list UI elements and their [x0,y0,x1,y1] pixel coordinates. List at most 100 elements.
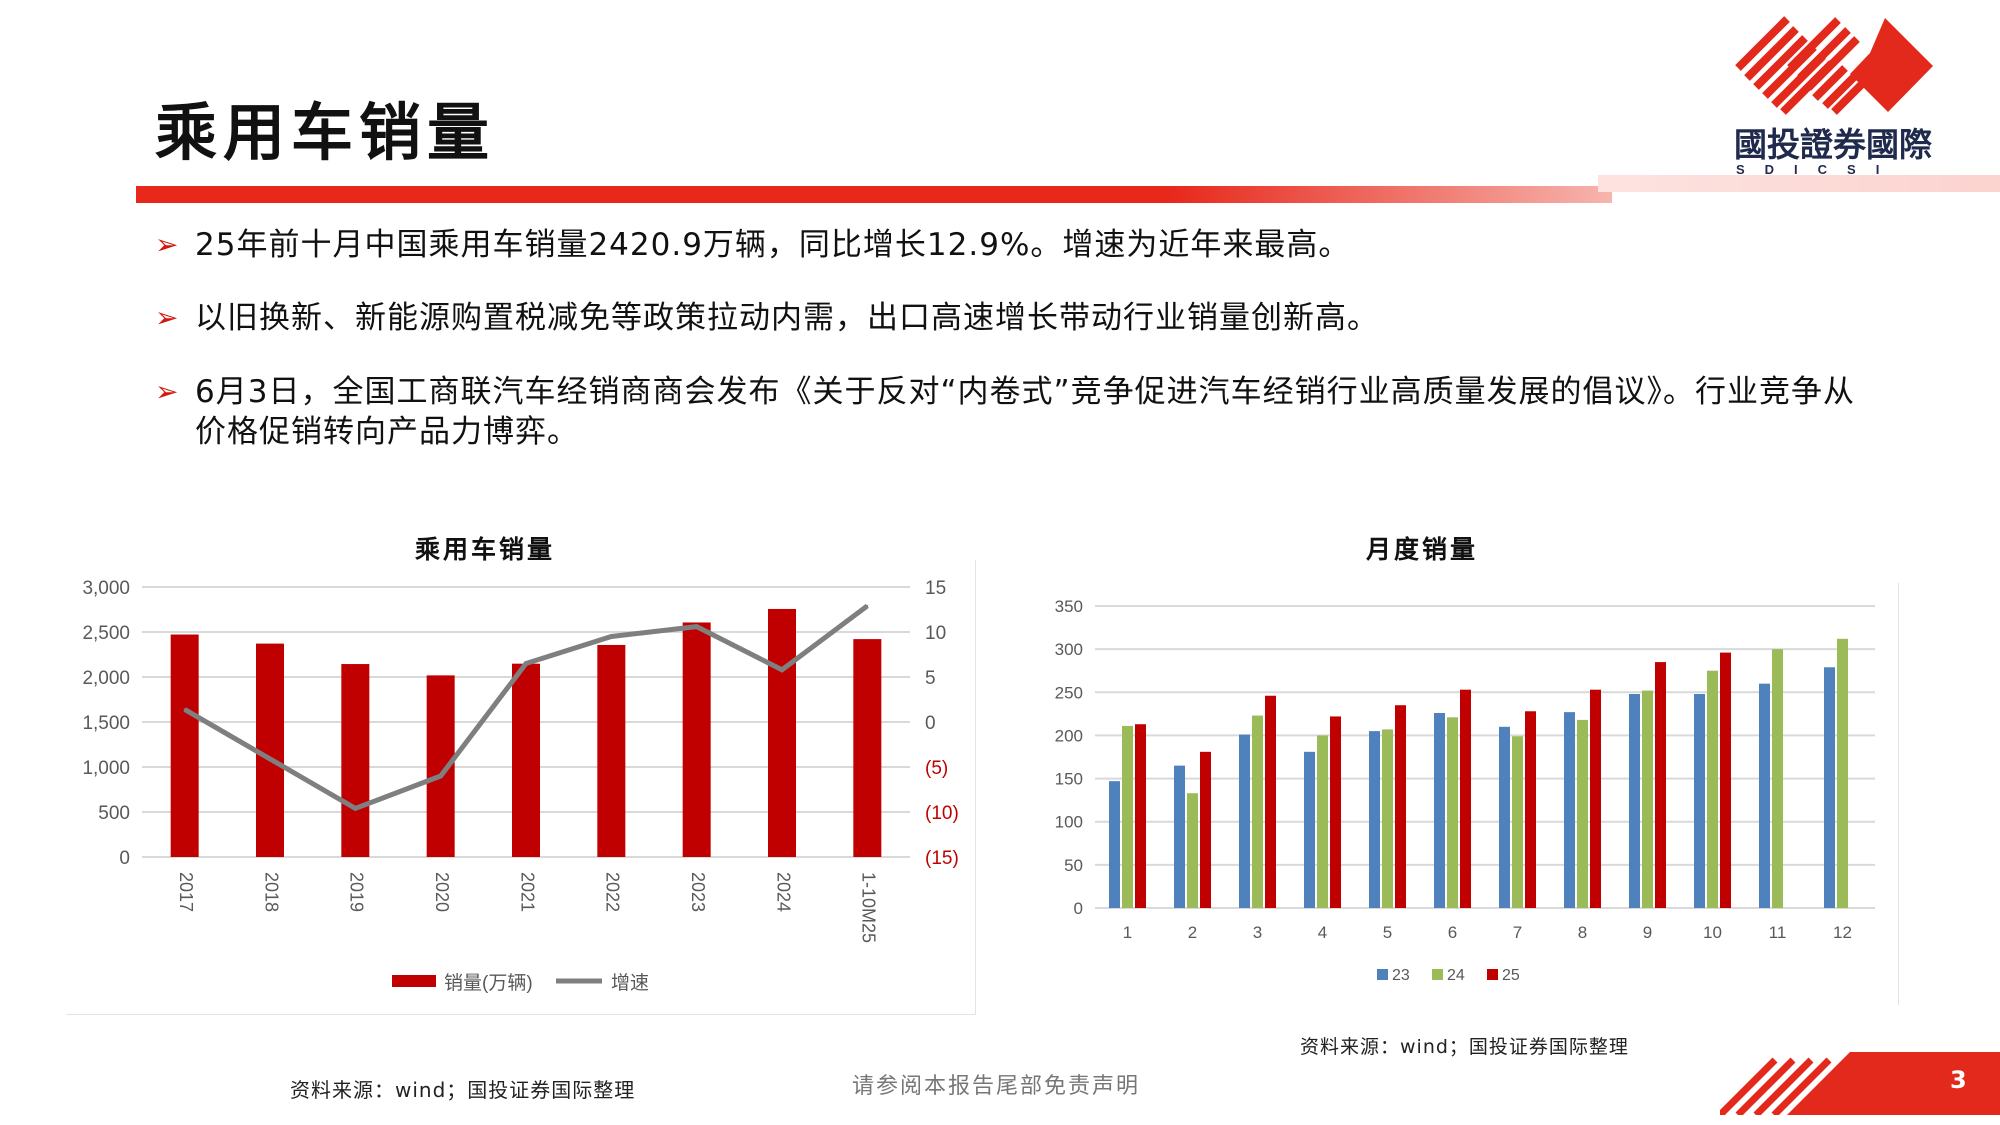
x-tick-label: 3 [1253,923,1262,942]
point-growth [610,635,613,638]
disclaimer: 请参阅本报告尾部免责声明 [852,1074,1141,1099]
bar-sales [597,644,626,857]
bar-24 [1577,719,1588,908]
bar-25 [1720,652,1731,908]
x-tick-label: 2 [1188,923,1197,942]
bar-23 [1304,751,1315,908]
bar-25 [1525,711,1536,908]
x-tick-label: 2017 [176,872,196,912]
bar-24 [1382,729,1393,908]
bar-25 [1590,689,1601,908]
y-tick-label: 150 [1055,770,1083,789]
y-tick-label: 200 [1055,726,1083,745]
x-tick-label: 1 [1123,923,1132,942]
x-tick-label: 8 [1578,923,1587,942]
arrow-right-icon: ➢ [155,375,179,408]
y-tick-label: 100 [1055,813,1083,832]
y-tick-label: 1,500 [82,713,130,734]
bullet-2: ➢ 以旧换新、新能源购置税减免等政策拉动内需，出口高速增长带动行业销量创新高。 [155,300,1379,336]
x-tick-label: 6 [1448,923,1457,942]
bar-24 [1122,725,1133,908]
y-tick-label: 300 [1055,640,1083,659]
page-number: 3 [1950,1066,1967,1094]
y-tick-label: 1,000 [82,758,130,779]
bar-23 [1694,694,1705,908]
arrow-right-icon: ➢ [155,228,179,261]
x-tick-label: 2023 [688,872,708,912]
bar-23 [1174,765,1185,908]
legend-label-23: 23 [1392,967,1410,984]
point-growth [695,625,698,628]
point-growth [439,775,442,777]
y2-tick-label: 10 [925,623,946,644]
y-tick-label: 350 [1055,597,1083,616]
y2-tick-label: 5 [925,668,936,689]
y-tick-label: 0 [119,848,130,869]
bar-24 [1317,735,1328,908]
bar-23 [1239,734,1250,908]
x-tick-label: 2018 [261,872,281,912]
footer-accent [1717,1052,2000,1118]
source-right: 资料来源：wind；国投证券国际整理 [1300,1036,1629,1058]
y-tick-label: 3,000 [82,578,130,599]
bar-sales [170,634,199,857]
bar-23 [1499,726,1510,908]
legend-swatch-sales [392,975,436,987]
bar-25 [1395,705,1406,908]
chart-title-annual: 乘用车销量 [414,535,556,564]
bar-23 [1759,683,1770,908]
arrow-right-icon: ➢ [155,301,179,334]
point-growth [866,604,869,607]
legend-label-growth: 增速 [611,972,649,994]
y2-tick-label: (5) [925,758,948,779]
y-tick-label: 500 [98,803,130,824]
point-growth [781,668,783,671]
y2-tick-label: 15 [925,578,946,599]
legend-swatch-25 [1487,969,1498,980]
page-title: 乘用车销量 [155,96,496,169]
bar-24 [1837,638,1848,908]
bar-sales [682,622,711,857]
point-growth [183,708,186,711]
bullet-3: ➢ 6月3日，全国工商联汽车经销商商会发布《关于反对“内卷式”竞争促进汽车经销行业… [155,374,1856,450]
x-tick-label: 12 [1833,923,1852,942]
bar-23 [1369,731,1380,908]
bullet-1: ➢ 25年前十月中国乘用车销量2420.9万辆，同比增长12.9%。增速为近年来最… [155,227,1351,263]
y-tick-label: 2,500 [82,623,130,644]
x-tick-label: 2020 [432,872,452,912]
legend-label-24: 24 [1447,967,1465,984]
y-tick-label: 2,000 [82,668,130,689]
bar-24 [1642,690,1653,908]
bar-25 [1135,724,1146,908]
logo-text: 國投證券國際 [1734,125,1932,164]
bar-23 [1434,712,1445,908]
bar-sales [256,643,284,857]
sales-chart-panel [66,560,976,1015]
y2-tick-label: 0 [925,713,936,734]
bar-25 [1265,695,1276,908]
legend-label-25: 25 [1502,967,1520,984]
chart-title-monthly: 月度销量 [1365,535,1479,564]
source-left: 资料来源：wind；国投证券国际整理 [290,1078,636,1102]
bar-sales [853,639,882,857]
bar-23 [1109,781,1120,908]
header-accent-bar [1598,175,2000,192]
bar-25 [1200,751,1211,908]
legend-swatch-23 [1377,969,1388,980]
sdicsi-logo: 國投證券國際 SDICSI [1730,8,1960,177]
bar-24 [1187,793,1198,908]
bar-23 [1824,667,1835,908]
bar-23 [1629,694,1640,908]
bar-sales [768,608,796,857]
x-tick-label: 1-10M25 [859,872,879,943]
x-tick-label: 2022 [603,872,623,912]
x-tick-label: 7 [1513,923,1522,942]
bar-24 [1447,717,1458,908]
title-divider [136,186,1612,203]
point-growth [354,807,357,810]
bar-sales [512,663,540,857]
annual-sales-chart: 0 500 1,000 1,500 2,000 2,500 3,000 (15) (10) (5)… [82,578,958,994]
x-tick-label: 2021 [517,872,537,912]
bar-24 [1707,670,1718,908]
